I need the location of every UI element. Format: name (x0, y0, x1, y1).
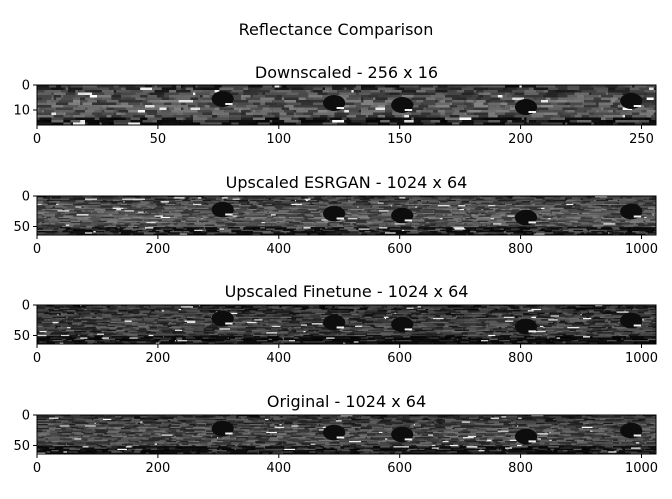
x-tick-label: 100 (266, 132, 291, 147)
y-tick-label: 0 (22, 190, 30, 205)
x-tick-label: 1000 (625, 461, 658, 476)
x-tick-label: 0 (33, 461, 41, 476)
heatmap-image (37, 85, 656, 125)
x-tick-label: 200 (508, 132, 533, 147)
y-tick-label: 0 (22, 409, 30, 424)
y-tick-label: 0 (22, 79, 30, 94)
x-tick-label: 200 (145, 461, 170, 476)
panel-3: Upscaled Finetune - 1024 x 64 0 200 400 600 8… (13, 282, 658, 366)
x-tick-label: 1000 (625, 242, 658, 257)
axes-frame (36, 84, 657, 126)
x-tick-label: 800 (508, 242, 533, 257)
x-tick-label: 0 (33, 242, 41, 257)
y-tick-label: 0 (22, 299, 30, 314)
y-tick-label: 50 (13, 220, 30, 235)
heatmap-image (37, 305, 656, 344)
x-tick-label: 400 (266, 461, 291, 476)
x-tick-label: 800 (508, 351, 533, 366)
axes-frame (36, 195, 657, 236)
axes-frame (36, 304, 657, 345)
x-tick-label: 250 (629, 132, 654, 147)
heatmap-image (37, 415, 656, 454)
x-tick-label: 600 (387, 461, 412, 476)
y-tick-label: 50 (13, 329, 30, 344)
x-tick-label: 0 (33, 351, 41, 366)
x-tick-label: 600 (387, 351, 412, 366)
figure-suptitle: Reflectance Comparison (238, 20, 434, 39)
x-tick-label: 200 (145, 351, 170, 366)
panel-title: Original - 1024 x 64 (267, 392, 426, 411)
panel-title: Upscaled ESRGAN - 1024 x 64 (226, 173, 468, 192)
x-tick-label: 800 (508, 461, 533, 476)
x-tick-label: 400 (266, 242, 291, 257)
x-tick-label: 150 (387, 132, 412, 147)
y-tick-label: 50 (13, 439, 30, 454)
x-tick-label: 0 (33, 132, 41, 147)
x-tick-label: 50 (150, 132, 167, 147)
panel-2: Upscaled ESRGAN - 1024 x 64 0 200 400 600 800… (13, 173, 658, 257)
x-tick-label: 400 (266, 351, 291, 366)
x-tick-label: 200 (145, 242, 170, 257)
panel-title: Downscaled - 256 x 16 (255, 63, 438, 82)
heatmap-image (37, 196, 656, 235)
x-tick-label: 600 (387, 242, 412, 257)
y-tick-label: 10 (13, 104, 30, 119)
panel-title: Upscaled Finetune - 1024 x 64 (225, 282, 469, 301)
x-tick-label: 1000 (625, 351, 658, 366)
axes-frame (36, 414, 657, 455)
